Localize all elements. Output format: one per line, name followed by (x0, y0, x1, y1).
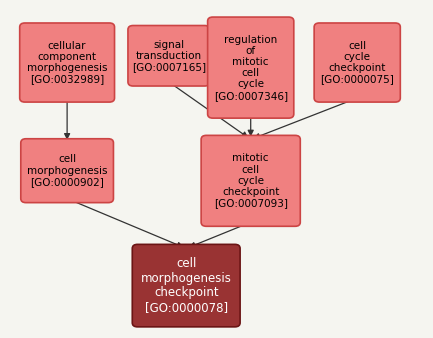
FancyBboxPatch shape (314, 23, 400, 102)
Text: signal
transduction
[GO:0007165]: signal transduction [GO:0007165] (132, 40, 206, 72)
FancyBboxPatch shape (20, 23, 114, 102)
Text: cell
cycle
checkpoint
[GO:0000075]: cell cycle checkpoint [GO:0000075] (320, 41, 394, 84)
FancyBboxPatch shape (128, 26, 210, 86)
Text: mitotic
cell
cycle
checkpoint
[GO:0007093]: mitotic cell cycle checkpoint [GO:000709… (214, 153, 288, 208)
FancyBboxPatch shape (207, 17, 294, 118)
FancyBboxPatch shape (21, 139, 113, 203)
Text: cell
morphogenesis
[GO:0000902]: cell morphogenesis [GO:0000902] (27, 154, 107, 187)
Text: regulation
of
mitotic
cell
cycle
[GO:0007346]: regulation of mitotic cell cycle [GO:000… (213, 34, 288, 101)
FancyBboxPatch shape (132, 244, 240, 327)
Text: cellular
component
morphogenesis
[GO:0032989]: cellular component morphogenesis [GO:003… (27, 41, 107, 84)
Text: cell
morphogenesis
checkpoint
[GO:0000078]: cell morphogenesis checkpoint [GO:000007… (141, 257, 232, 314)
FancyBboxPatch shape (201, 135, 301, 226)
